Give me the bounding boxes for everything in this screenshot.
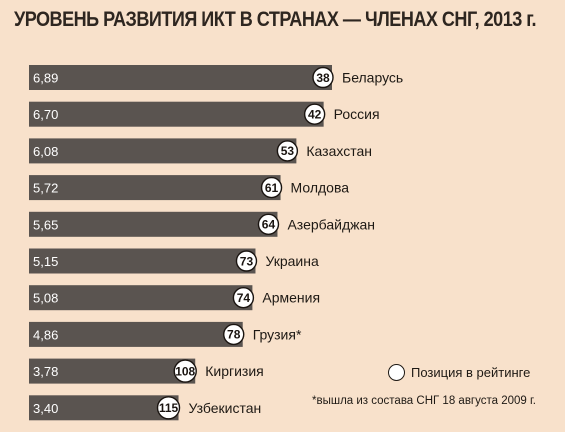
bar [29, 321, 243, 347]
rank-label: 38 [316, 71, 330, 85]
bar-value-label: 6,08 [33, 144, 58, 159]
bar-value-label: 5,08 [33, 291, 58, 306]
rank-circle [232, 287, 255, 309]
bar [29, 358, 196, 384]
bar-value-label: 5,72 [33, 181, 58, 196]
rank-circle [173, 359, 197, 383]
legend-circle-icon [388, 364, 405, 381]
category-label: Азербайджан [287, 216, 375, 232]
bar [29, 211, 278, 237]
bar [29, 248, 256, 274]
category-label: Киргизия [205, 363, 264, 379]
rank-label: 74 [237, 291, 251, 305]
category-label: Беларусь [342, 70, 403, 86]
category-label: Казахстан [306, 143, 372, 159]
rank-circle [223, 323, 245, 346]
bar [29, 395, 179, 421]
category-label: Молдова [291, 180, 350, 196]
chart-title: УРОВЕНЬ РАЗВИТИЯ ИКТ В СТРАНАХ — ЧЛЕНАХ … [14, 8, 536, 31]
legend-label: Позиция в рейтинге [411, 365, 531, 380]
rank-circle [257, 213, 280, 236]
rank-label: 115 [159, 401, 179, 415]
rank-label: 64 [262, 218, 276, 232]
bar-value-label: 4,86 [33, 327, 58, 342]
bar [29, 138, 297, 164]
rank-circle [303, 103, 326, 125]
legend: Позиция в рейтинге [388, 364, 530, 381]
bar [29, 285, 253, 311]
rank-label: 108 [175, 364, 195, 378]
rank-circle [312, 66, 334, 89]
rank-label: 42 [308, 108, 322, 122]
bar-value-label: 3,40 [33, 401, 58, 416]
rank-circle [235, 250, 258, 272]
bar-value-label: 5,65 [33, 217, 58, 232]
rank-label: 78 [227, 328, 241, 342]
category-label: Грузия* [253, 326, 302, 342]
rank-circle [156, 396, 181, 420]
bar-value-label: 3,78 [33, 364, 58, 379]
bar-value-label: 6,89 [33, 71, 58, 86]
bar-value-label: 6,70 [33, 107, 58, 122]
bar [29, 175, 281, 201]
bar-value-label: 5,15 [33, 254, 58, 269]
rank-label: 53 [281, 144, 295, 158]
rank-label: 73 [240, 254, 254, 268]
bar [29, 65, 332, 90]
rank-label: 61 [265, 181, 279, 195]
category-label: Украина [265, 253, 319, 269]
bar [29, 101, 324, 127]
rank-circle [260, 176, 283, 199]
category-label: Узбекистан [189, 400, 262, 416]
rank-circle [276, 140, 299, 162]
category-label: Россия [334, 106, 380, 122]
category-label: Армения [262, 290, 320, 306]
footnote: *вышла из состава СНГ 18 августа 2009 г. [312, 395, 536, 407]
